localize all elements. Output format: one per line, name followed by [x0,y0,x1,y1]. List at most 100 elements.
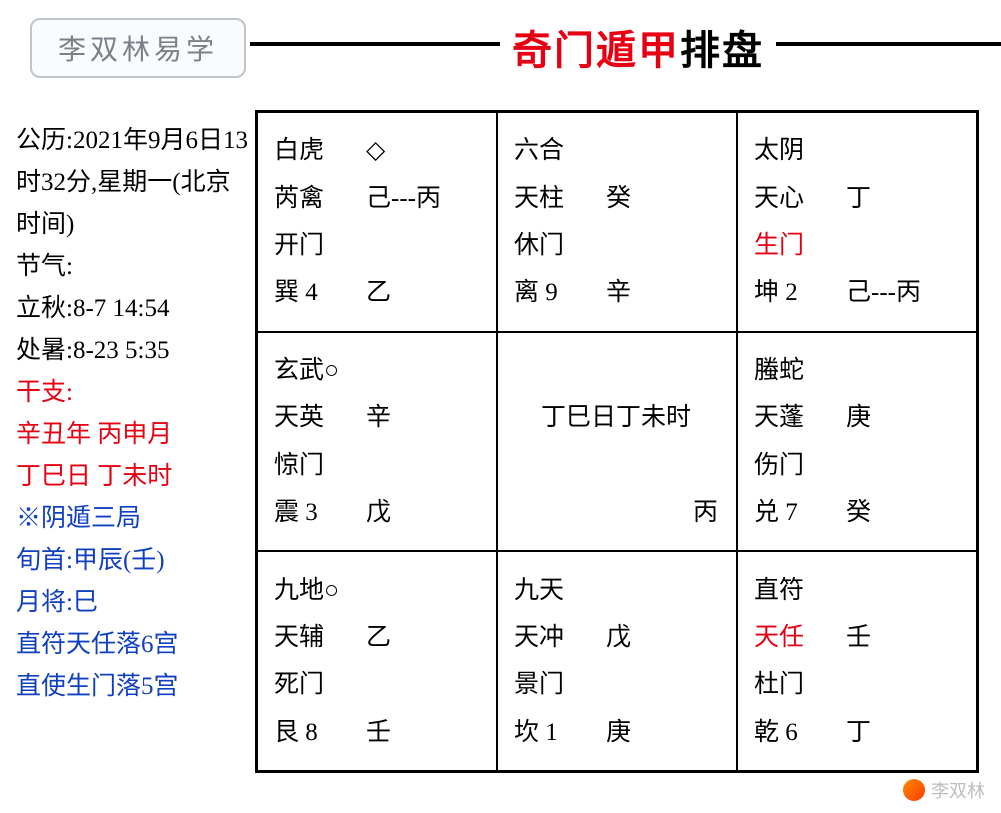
cell-row: 天辅乙 [274,616,486,659]
cell-0-0: 白虎◇芮禽己---丙开门巽 4乙 [257,112,497,332]
cell-value: 壬 [366,711,486,754]
cell-label: 惊门 [274,444,366,487]
sidebar-line-1: 节气: [16,246,251,288]
sidebar-line-4: 干支: [16,372,251,414]
cell-1-2: 螣蛇天蓬庚伤门兑 7癸 [737,332,977,552]
cell-label: 天心 [754,177,846,220]
cell-2-2: 直符天任壬杜门乾 6丁 [737,551,977,771]
header: 李双林易学 奇门遁甲排盘 [0,0,1001,90]
cell-row: 九天 [514,569,726,612]
cell-row: 乾 6丁 [754,711,966,754]
cell-label: 天任 [754,616,846,659]
author-title-box: 李双林易学 [30,18,246,78]
cell-row: 白虎◇ [274,129,486,172]
cell-0-2: 太阴天心丁生门坤 2己---丙 [737,112,977,332]
cell-label: 九天 [514,569,606,612]
cell-label: 乾 6 [754,711,846,754]
cell-row: 巽 4乙 [274,271,486,314]
sidebar-line-2: 立秋:8-7 14:54 [16,288,251,330]
cell-value [846,349,966,392]
cell-label: 景门 [514,663,606,706]
cell-row: 生门 [754,224,966,267]
cell-row: 艮 8壬 [274,711,486,754]
cell-value [606,569,726,612]
cell-value: 壬 [846,616,966,659]
qimen-grid: 白虎◇芮禽己---丙开门巽 4乙六合天柱癸休门离 9辛太阴天心丁生门坤 2己--… [255,110,979,773]
sidebar-line-3: 处暑:8-23 5:35 [16,330,251,372]
page-title-part-1: 奇门遁甲 [512,29,680,73]
sidebar-line-11: 直使生门落5宫 [16,666,251,708]
page-title: 奇门遁甲排盘 [500,18,776,76]
cell-value [606,663,726,706]
cell-label: 离 9 [514,271,606,314]
cell-row: 玄武○ [274,349,486,392]
cell-row: 天蓬庚 [754,396,966,439]
cell-row: 兑 7癸 [754,491,966,534]
cell-label: 天蓬 [754,396,846,439]
sidebar-line-6: 丁巳日 丁未时 [16,456,251,498]
watermark-text: 李双林 [931,777,985,803]
cell-label: 太阴 [754,129,846,172]
cell-2-0: 九地○天辅乙死门艮 8壬 [257,551,497,771]
cell-value [366,349,486,392]
cell-value: 乙 [366,271,486,314]
cell-row: 坤 2己---丙 [754,271,966,314]
sidebar-line-5: 辛丑年 丙申月 [16,414,251,456]
cell-label: 螣蛇 [754,349,846,392]
cell-label: 巽 4 [274,271,366,314]
cell-row: 天冲戊 [514,616,726,659]
cell-value: 戊 [606,616,726,659]
cell-value [606,129,726,172]
cell-label: 坎 1 [514,711,606,754]
cell-value: 癸 [846,491,966,534]
cell-label: 休门 [514,224,606,267]
cell-value: 丁 [846,711,966,754]
cell-label: 兑 7 [754,491,846,534]
cell-row: 九地○ [274,569,486,612]
cell-row: 杜门 [754,663,966,706]
content: 公历:2021年9月6日13时32分,星期一(北京时间)节气:立秋:8-7 14… [0,100,1001,813]
cell-label: 死门 [274,663,366,706]
cell-value [846,129,966,172]
weibo-icon [903,779,925,801]
cell-row: 六合 [514,129,726,172]
sidebar-line-10: 直符天任落6宫 [16,624,251,666]
cell-label: 震 3 [274,491,366,534]
cell-label: 直符 [754,569,846,612]
cell-value: 庚 [606,711,726,754]
cell-row: 天柱癸 [514,177,726,220]
cell-row: 天英辛 [274,396,486,439]
author-title: 李双林易学 [58,35,218,66]
cell-1-1: 丁巳日丁未时 丙 [497,332,737,552]
cell-value [846,569,966,612]
cell-row: 太阴 [754,129,966,172]
cell-row: 直符 [754,569,966,612]
cell-1-0: 玄武○天英辛惊门震 3戊 [257,332,497,552]
cell-value [846,663,966,706]
cell-value [366,444,486,487]
cell-row: 伤门 [754,444,966,487]
sidebar: 公历:2021年9月6日13时32分,星期一(北京时间)节气:立秋:8-7 14… [0,100,255,813]
cell-label: 白虎 [274,129,366,172]
cell-row: 芮禽己---丙 [274,177,486,220]
cell-value: 辛 [366,396,486,439]
cell-row: 死门 [274,663,486,706]
cell-value: 戊 [366,491,486,534]
cell-value: 癸 [606,177,726,220]
cell-row: 惊门 [274,444,486,487]
cell-label: 玄武○ [274,349,366,392]
cell-row: 螣蛇 [754,349,966,392]
cell-value [606,224,726,267]
cell-row: 离 9辛 [514,271,726,314]
cell-label: 生门 [754,224,846,267]
cell-label: 艮 8 [274,711,366,754]
cell-0-1: 六合天柱癸休门离 9辛 [497,112,737,332]
sidebar-line-0: 公历:2021年9月6日13时32分,星期一(北京时间) [16,120,251,246]
cell-value [366,663,486,706]
cell-label: 天冲 [514,616,606,659]
cell-label: 伤门 [754,444,846,487]
cell-value [846,444,966,487]
cell-value: ◇ [366,129,486,172]
cell-value: 乙 [366,616,486,659]
cell-row: 坎 1庚 [514,711,726,754]
